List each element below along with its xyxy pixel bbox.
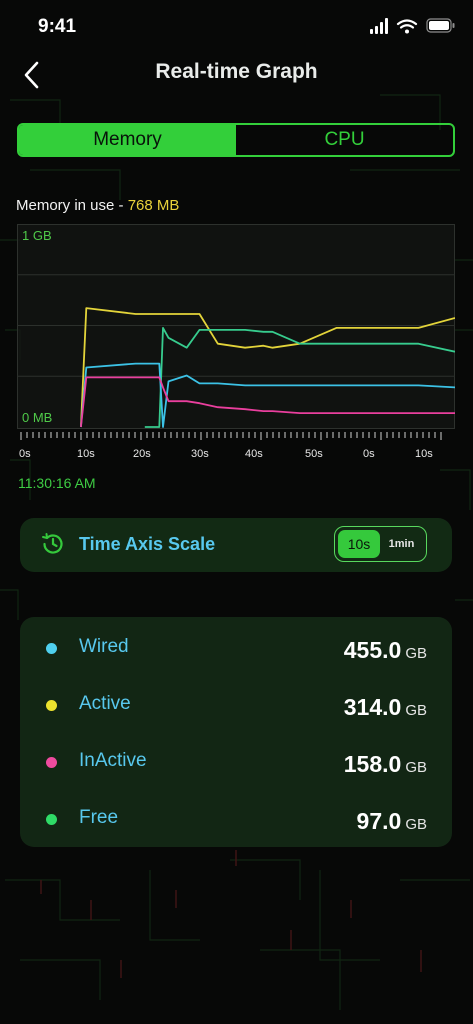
x-tick-label: 10s	[415, 448, 433, 460]
stat-number: 455.0	[343, 637, 402, 663]
stat-value: 158.0 GB	[344, 751, 427, 778]
y-bottom-label: 0 MB	[22, 410, 52, 425]
stat-unit: GB	[405, 816, 427, 833]
stat-value: 314.0 GB	[344, 694, 427, 721]
clock-icon	[42, 533, 63, 554]
status-icons	[370, 18, 455, 34]
stat-name: Active	[79, 693, 131, 714]
back-button[interactable]	[18, 58, 48, 92]
tab-cpu[interactable]: CPU	[324, 129, 365, 150]
time-axis-card: Time Axis Scale 10s 1min	[20, 518, 452, 572]
stat-row-active: Active 314.0 GB	[20, 686, 452, 726]
x-tick-label: 20s	[133, 448, 151, 460]
series-line-2	[80, 362, 455, 428]
time-scale-toggle: 10s 1min	[334, 526, 427, 562]
x-tick-label: 30s	[191, 448, 209, 460]
chart-panel	[17, 224, 455, 429]
stat-name: Wired	[79, 636, 129, 657]
stat-name: InActive	[79, 750, 147, 771]
tab-segmented-control: Memory CPU	[17, 123, 455, 157]
series-line-0	[80, 307, 455, 428]
stat-number: 314.0	[343, 694, 402, 720]
wifi-icon	[396, 19, 418, 29]
series-line-3	[80, 376, 455, 428]
stat-value: 97.0 GB	[357, 808, 427, 835]
series-line-1	[144, 327, 455, 428]
x-tick-label: 40s	[245, 448, 263, 460]
x-tick-label: 10s	[77, 448, 95, 460]
stat-unit: GB	[405, 702, 427, 719]
page-title: Real-time Graph	[155, 60, 318, 83]
timestamp: 11:30:16 AM	[18, 475, 96, 491]
stat-name: Free	[79, 807, 119, 828]
x-tick-label: 0s	[19, 448, 31, 460]
memory-in-use-value: 768 MB	[127, 197, 180, 214]
memory-in-use: Memory in use - 768 MB	[16, 197, 179, 214]
memory-in-use-label: Memory in use -	[16, 197, 128, 214]
x-tick-label: 50s	[305, 448, 323, 460]
tab-memory[interactable]: Memory	[19, 125, 236, 155]
stat-value: 455.0 GB	[344, 637, 427, 664]
active-dot	[46, 700, 57, 711]
stat-number: 97.0	[356, 808, 402, 834]
stat-row-free: Free 97.0 GB	[20, 800, 452, 840]
status-time: 9:41	[38, 16, 77, 37]
stat-unit: GB	[405, 645, 427, 662]
memory-chart: 1 GB 0 MB 0s 10s 20s 30s 40s 50s 0s 10s	[17, 228, 455, 460]
battery-icon	[426, 18, 455, 33]
free-dot	[46, 814, 57, 825]
stat-row-wired: Wired 455.0 GB	[20, 629, 452, 669]
time-axis-label: Time Axis Scale	[79, 534, 216, 554]
signal-icon	[370, 18, 388, 34]
y-top-label: 1 GB	[22, 228, 52, 243]
scale-option-10s[interactable]: 10s	[338, 530, 380, 558]
wired-dot	[46, 643, 57, 654]
chevron-left-icon	[24, 61, 39, 89]
x-tick-label: 0s	[363, 448, 375, 460]
scale-option-1min[interactable]: 1min	[388, 538, 415, 550]
stat-row-inactive: InActive 158.0 GB	[20, 743, 452, 783]
inactive-dot	[46, 757, 57, 768]
stat-unit: GB	[405, 759, 427, 776]
stat-number: 158.0	[343, 751, 402, 777]
memory-stats-card: Wired 455.0 GB Active 314.0 GB InActive 15…	[20, 617, 452, 847]
